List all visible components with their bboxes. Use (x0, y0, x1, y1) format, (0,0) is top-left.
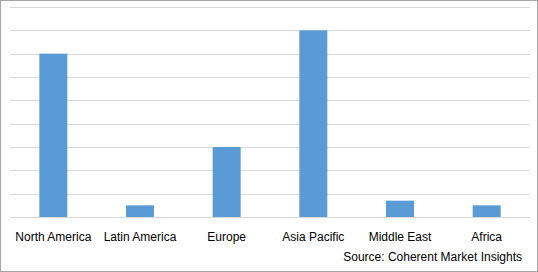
grid-line (10, 30, 530, 31)
x-tick-label: Latin America (104, 230, 177, 244)
x-tick-label: North America (15, 230, 91, 244)
x-tick-label: Asia Pacific (282, 230, 344, 244)
bar (213, 147, 241, 217)
grid-line (10, 217, 530, 218)
grid-line (10, 170, 530, 171)
grid-line (10, 7, 530, 8)
x-tick-label: Middle East (369, 230, 432, 244)
bar (299, 30, 327, 217)
source-note: Source: Coherent Market Insights (343, 250, 522, 264)
chart-border (1, 1, 538, 272)
grid-line (10, 54, 530, 55)
grid-line (10, 100, 530, 101)
bar (126, 205, 154, 217)
x-tick-label: Europe (207, 230, 246, 244)
chart-svg: North America Latin America Europe Asia Pac… (0, 0, 538, 272)
x-axis-line (10, 217, 530, 218)
x-tick-label: Africa (471, 230, 502, 244)
grid-line (10, 147, 530, 148)
bar (473, 205, 501, 217)
grid-line (10, 194, 530, 195)
chart-container: North America Latin America Europe Asia Pac… (0, 0, 538, 272)
grid-line (10, 77, 530, 78)
bars (39, 30, 500, 217)
grid-line (10, 124, 530, 125)
bar (39, 54, 67, 217)
bar (386, 201, 414, 217)
